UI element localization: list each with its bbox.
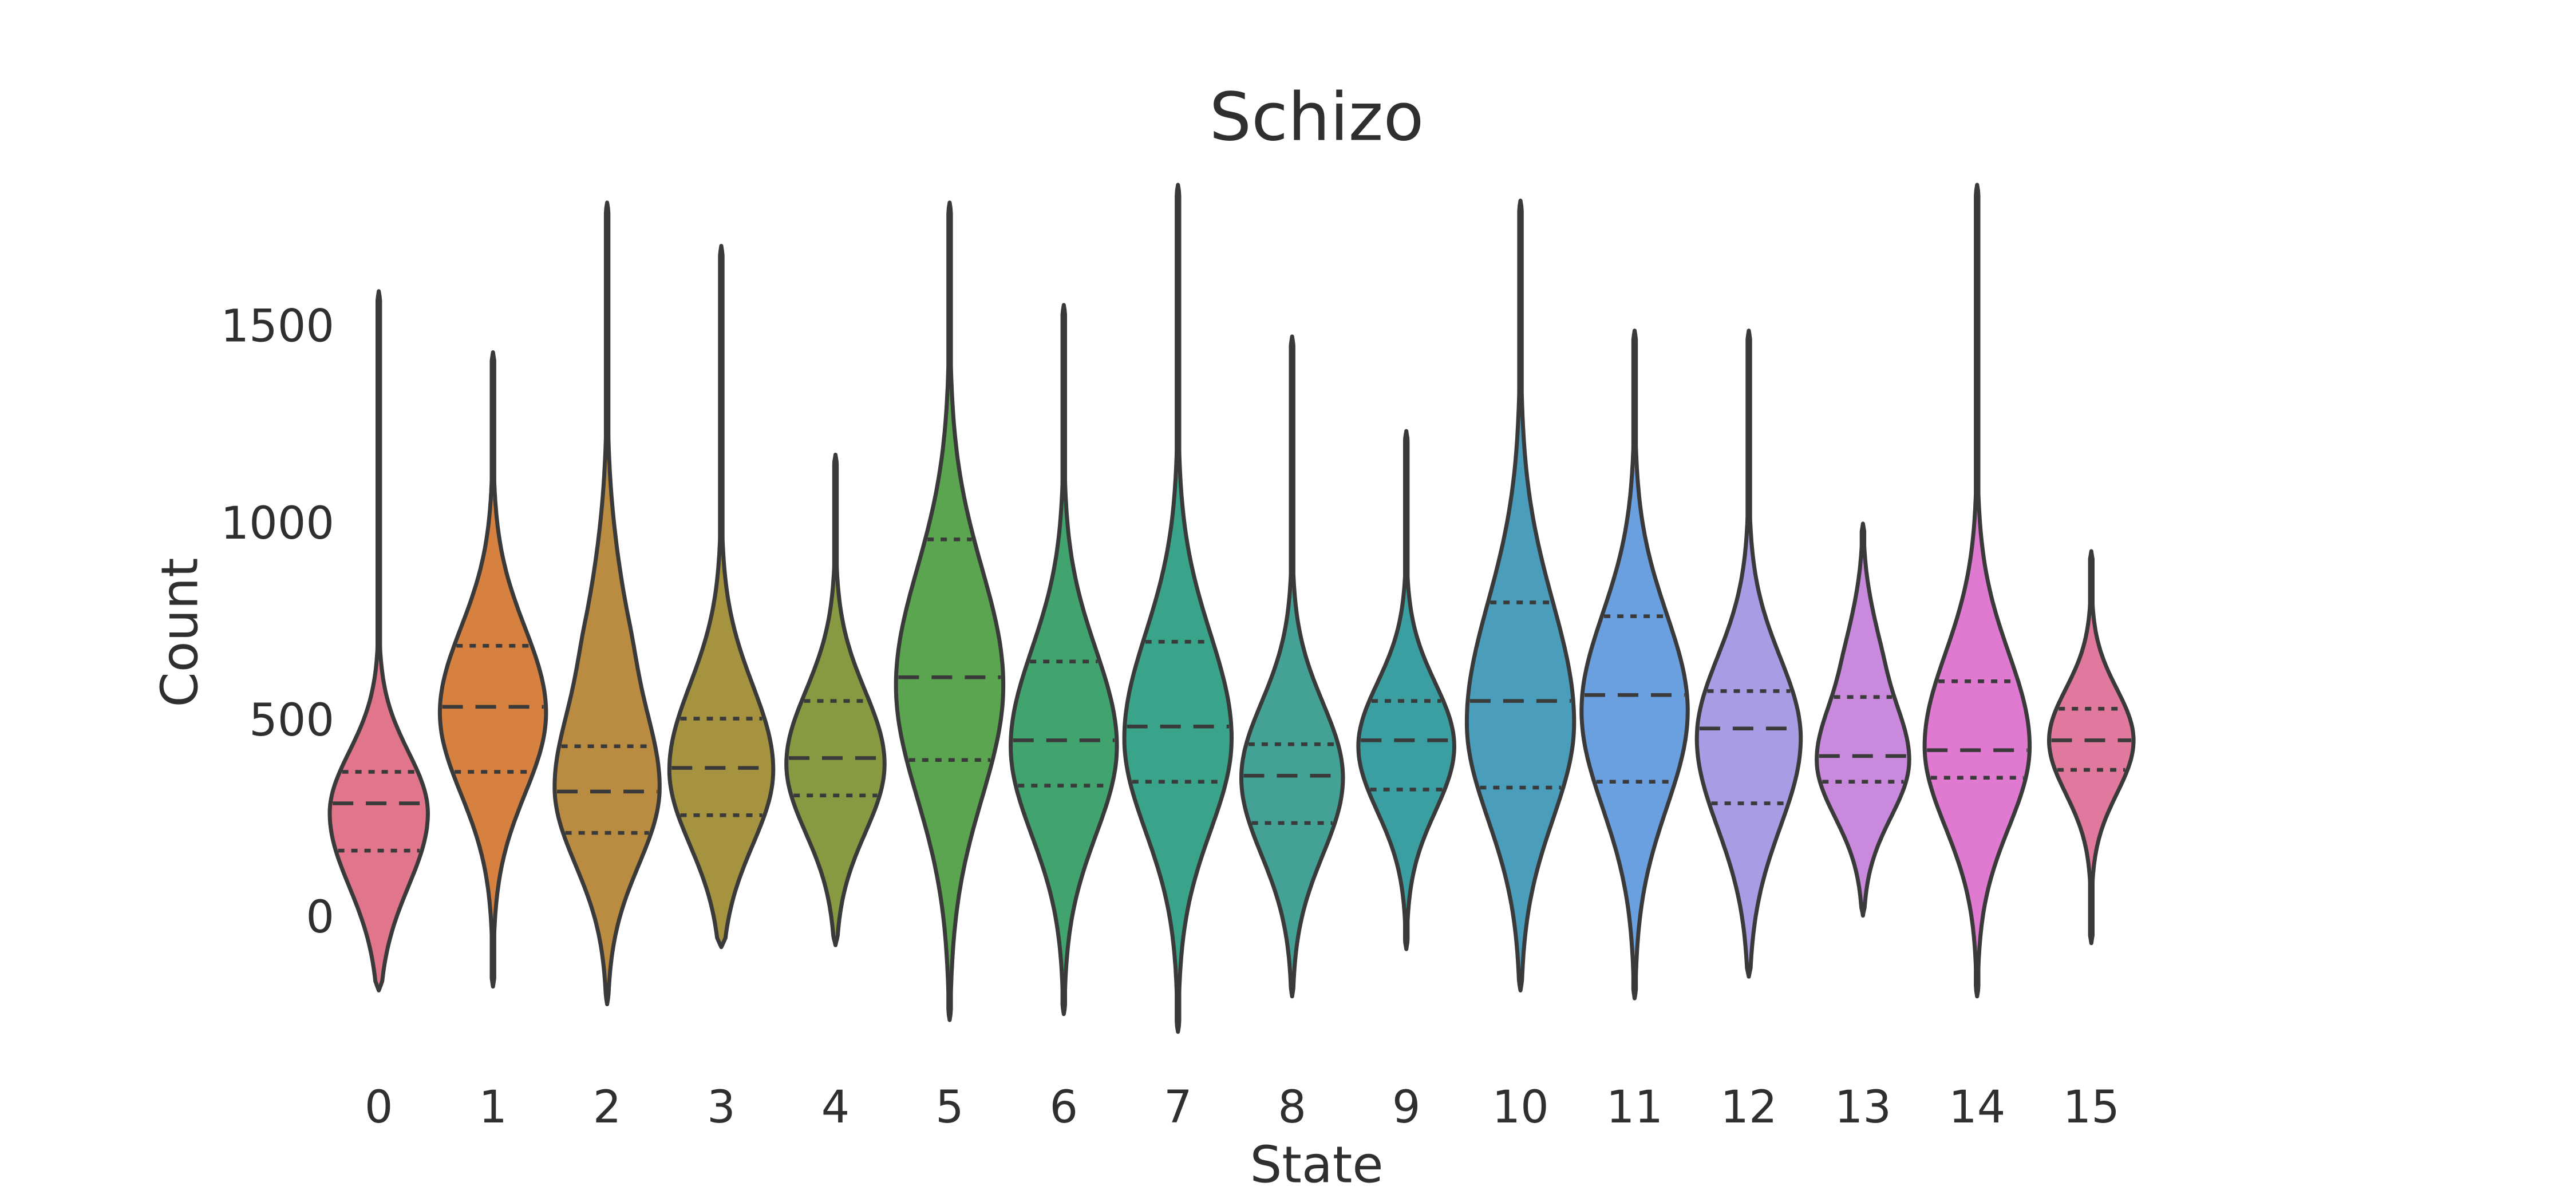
violin-body — [1009, 303, 1119, 1017]
x-tick-label: 4 — [821, 1082, 850, 1133]
violin-body — [1464, 199, 1577, 993]
violin-state-10 — [1464, 199, 1577, 993]
x-tick-label: 15 — [2063, 1082, 2120, 1133]
violin-body — [1815, 521, 1911, 918]
y-tick-labels-group: 0 500 1000 1500 — [220, 301, 334, 943]
violin-state-8 — [1239, 334, 1345, 999]
y-tick-label: 1500 — [220, 301, 334, 353]
violin-state-12 — [1694, 329, 1803, 979]
violin-state-11 — [1579, 329, 1690, 1001]
x-tick-label: 5 — [935, 1082, 964, 1133]
violin-body — [1579, 329, 1690, 1001]
x-tick-label: 14 — [1949, 1082, 2005, 1133]
y-tick-label: 1000 — [220, 498, 334, 549]
violin-state-14 — [1922, 183, 2032, 999]
violin-state-0 — [327, 289, 430, 993]
x-tick-label: 6 — [1049, 1082, 1078, 1133]
violin-state-6 — [1009, 303, 1119, 1017]
violin-state-4 — [784, 452, 887, 947]
violin-state-5 — [894, 200, 1006, 1022]
x-tick-label: 8 — [1278, 1082, 1306, 1133]
x-tick-label: 1 — [479, 1082, 507, 1133]
violin-body — [1122, 183, 1234, 1034]
x-tick-labels-group: 0 1 2 3 4 5 6 7 8 9 10 11 12 13 14 15 — [365, 1082, 2120, 1133]
violin-body — [552, 200, 662, 1006]
y-tick-label: 0 — [306, 892, 334, 943]
chart-title: Schizo — [1209, 79, 1424, 156]
x-tick-label: 10 — [1492, 1082, 1548, 1133]
violin-body — [327, 289, 430, 993]
violin-body — [1239, 334, 1345, 999]
violin-state-13 — [1815, 521, 1911, 918]
violin-state-1 — [437, 350, 548, 989]
x-tick-label: 11 — [1606, 1082, 1663, 1133]
violin-state-2 — [552, 200, 662, 1006]
x-tick-label: 3 — [707, 1082, 736, 1133]
x-tick-label: 13 — [1835, 1082, 1891, 1133]
violin-body — [1922, 183, 2032, 999]
violin-body — [2047, 549, 2136, 946]
x-tick-label: 0 — [365, 1082, 393, 1133]
violin-body — [1694, 329, 1803, 979]
violin-state-15 — [2047, 549, 2136, 946]
y-tick-label: 500 — [249, 695, 334, 746]
violins-group — [327, 183, 2136, 1034]
x-tick-label: 7 — [1164, 1082, 1192, 1133]
violin-body — [1356, 429, 1456, 951]
violin-state-3 — [667, 244, 776, 950]
violin-body — [894, 200, 1006, 1022]
x-axis-label: State — [1250, 1136, 1384, 1195]
x-tick-label: 9 — [1392, 1082, 1421, 1133]
x-tick-label: 2 — [593, 1082, 622, 1133]
violin-body — [437, 350, 548, 989]
violin-state-9 — [1356, 429, 1456, 951]
violin-body — [667, 244, 776, 950]
violin-state-7 — [1122, 183, 1234, 1034]
y-axis-label: Count — [151, 557, 210, 707]
x-tick-label: 12 — [1720, 1082, 1777, 1133]
